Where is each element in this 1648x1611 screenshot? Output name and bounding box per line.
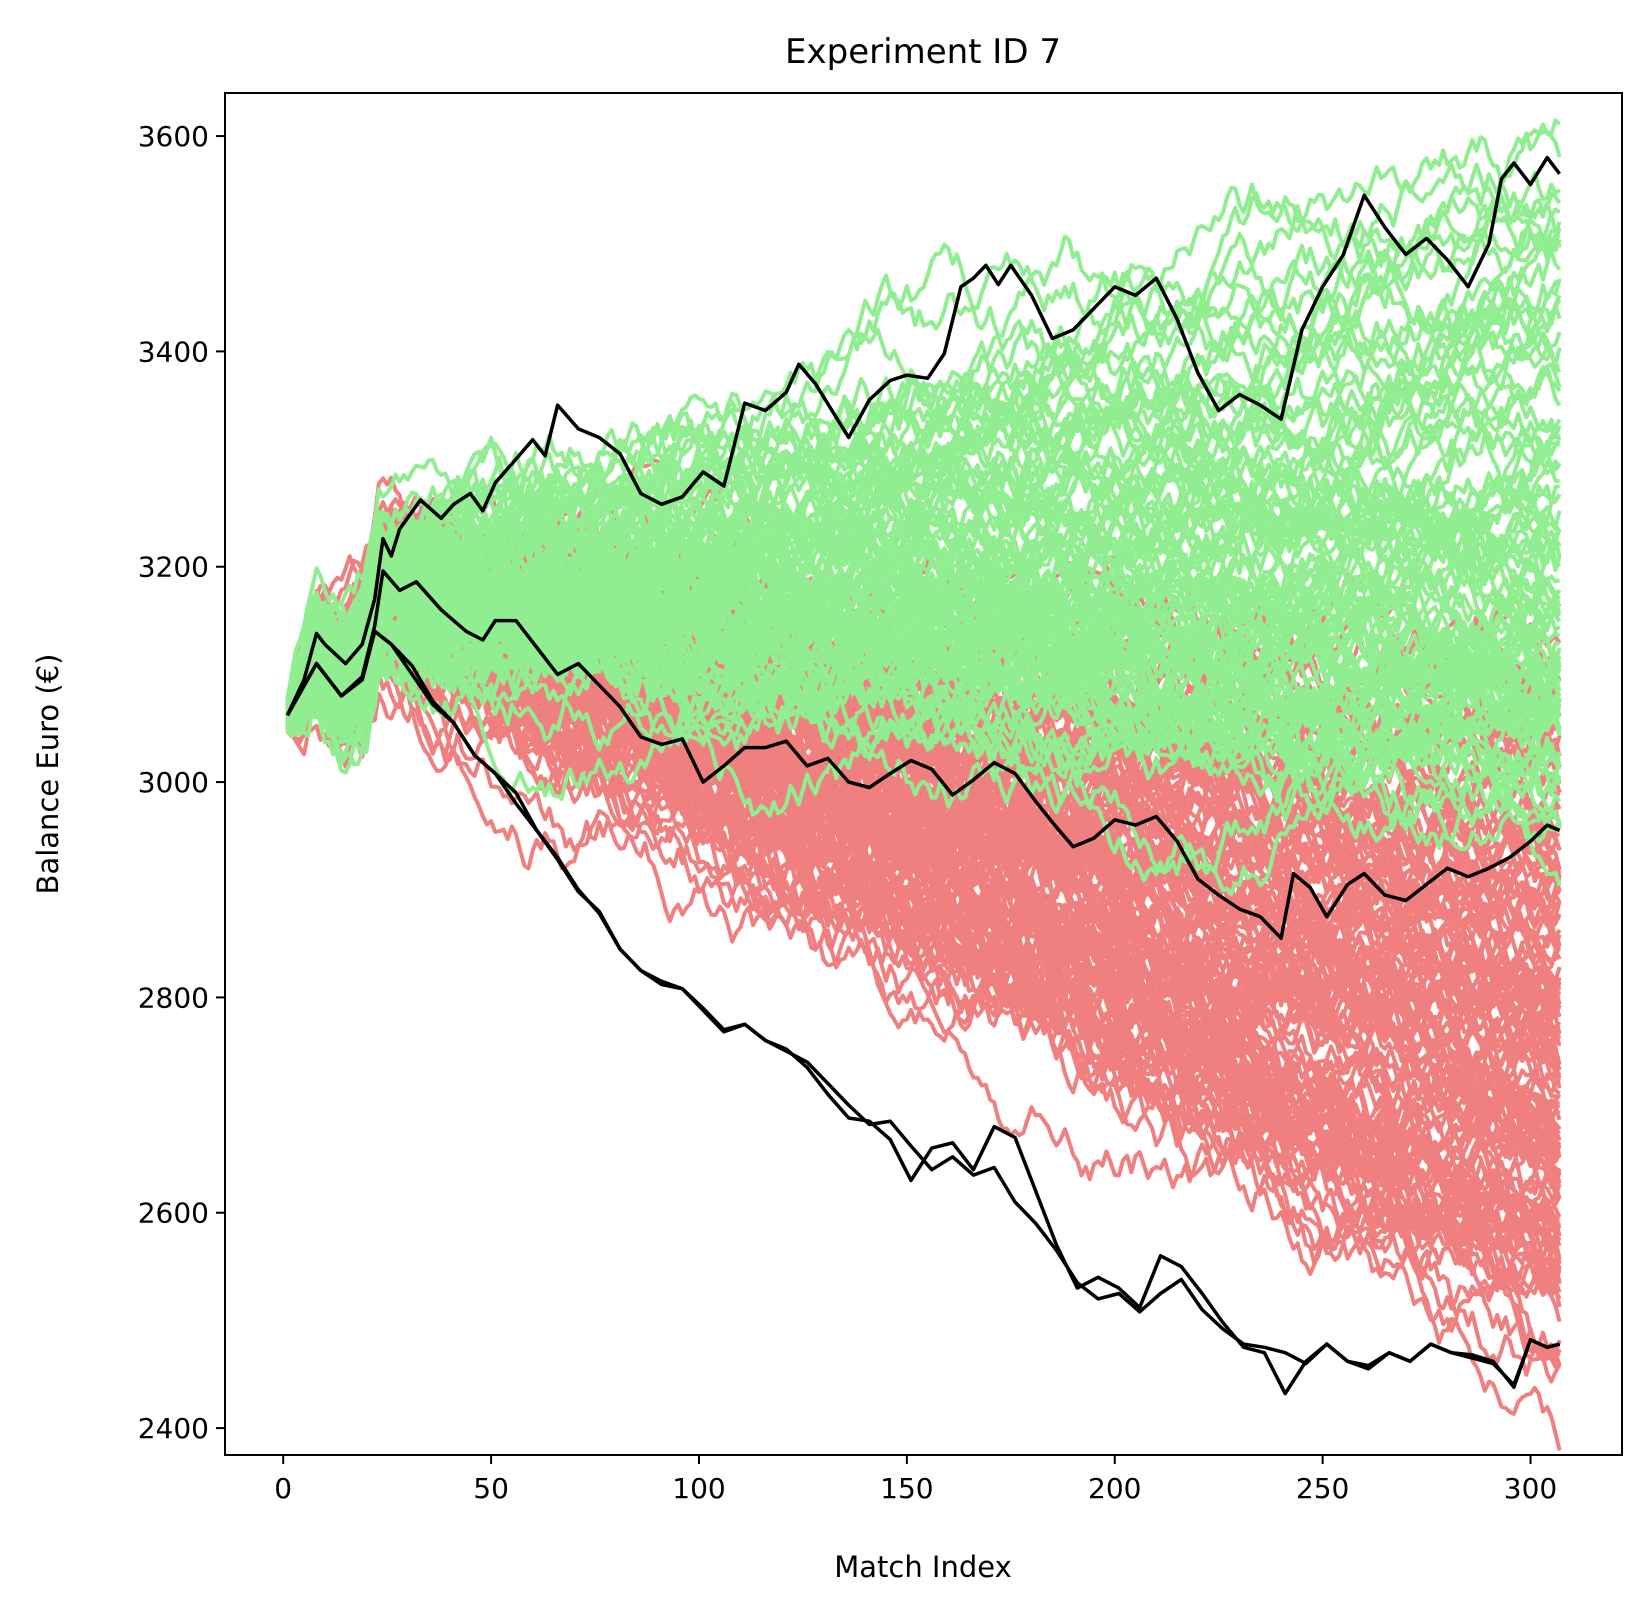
x-tick-label: 100 <box>672 1472 725 1505</box>
y-tick-label: 2400 <box>138 1412 209 1445</box>
envelope-line-upper-median <box>285 569 1561 940</box>
simulated-path <box>285 204 1562 701</box>
x-tick-label: 150 <box>880 1472 933 1505</box>
simulated-path <box>285 450 1561 737</box>
simulated-path <box>285 401 1562 711</box>
x-tick-label: 50 <box>473 1472 509 1505</box>
y-tick-label: 2800 <box>138 981 209 1014</box>
x-tick-label: 300 <box>1504 1472 1557 1505</box>
chart-title: Experiment ID 7 <box>785 32 1061 72</box>
simulated-path <box>285 361 1562 742</box>
simulated-path <box>285 583 1562 759</box>
envelope-line-lower-median <box>285 629 1561 1387</box>
envelope-line-max <box>285 155 1561 717</box>
simulated-path <box>286 541 1562 1251</box>
simulated-path <box>285 494 1562 730</box>
y-tick-label: 3400 <box>138 335 209 368</box>
y-tick-label: 3600 <box>138 120 209 153</box>
simulated-path <box>285 122 1562 705</box>
simulated-path <box>286 494 1561 703</box>
x-axis: 0 50 100 150 200 250 300 <box>274 1455 1557 1505</box>
y-tick-label: 3000 <box>138 766 209 799</box>
y-tick-label: 2600 <box>138 1197 209 1230</box>
y-tick-label: 3200 <box>138 551 209 584</box>
envelope-lines <box>285 155 1561 1396</box>
y-axis-label: Balance Euro (€) <box>31 654 65 895</box>
simulated-path <box>287 259 1562 757</box>
x-tick-label: 250 <box>1296 1472 1349 1505</box>
y-axis: 2400 2600 2800 3000 3200 3400 3600 <box>138 120 225 1445</box>
x-tick-label: 0 <box>274 1472 292 1505</box>
x-tick-label: 200 <box>1088 1472 1141 1505</box>
plot-frame <box>224 92 1623 1456</box>
simulated-path <box>286 462 1561 737</box>
x-axis-label: Match Index <box>834 1550 1012 1584</box>
simulated-path <box>285 469 1562 718</box>
envelope-line-min <box>285 629 1561 1396</box>
simulated-path <box>285 298 1562 709</box>
simulated-paths <box>285 118 1562 1451</box>
